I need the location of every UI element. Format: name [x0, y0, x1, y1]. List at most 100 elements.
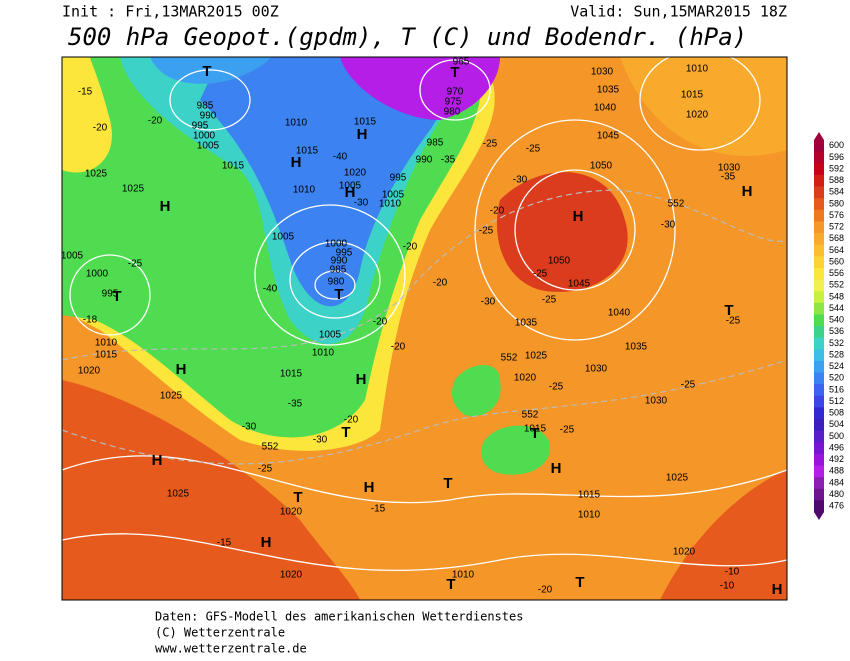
colorbar-label: 592 [829, 163, 844, 173]
colorbar-swatch [814, 291, 824, 304]
contour-label: -40 [333, 152, 348, 163]
contour-label: -15 [371, 504, 386, 515]
footer-url: www.wetterzentrale.de [155, 642, 307, 656]
contour-label: 1005 [61, 251, 84, 262]
contour-label: 975 [445, 97, 462, 108]
colorbar-label: 476 [829, 501, 844, 511]
pressure-center: H [345, 184, 356, 201]
colorbar-swatch [814, 244, 824, 257]
contour-label: 1010 [379, 199, 402, 210]
pressure-center: T [446, 576, 455, 593]
contour-label: 1025 [666, 473, 689, 484]
colorbar-label: 496 [829, 442, 844, 452]
colorbar-label: 512 [829, 396, 844, 406]
colorbar-swatch [814, 209, 824, 222]
footer-copyright: (C) Wetterzentrale [155, 626, 285, 640]
colorbar-swatch [814, 442, 824, 455]
colorbar-swatch [814, 163, 824, 176]
colorbar-label: 560 [829, 256, 844, 266]
contour-label: -20 [344, 415, 359, 426]
field [200, 57, 460, 307]
contour-label: -20 [490, 206, 505, 217]
colorbar-swatch [814, 372, 824, 385]
warm-field [62, 380, 360, 600]
contour-label: 1005 [272, 232, 295, 243]
colorbar-swatch [814, 221, 824, 234]
colorbar-label: 540 [829, 315, 844, 325]
colorbar-swatch [814, 174, 824, 187]
pressure-center: T [724, 302, 733, 319]
pressure-center: T [293, 489, 302, 506]
contour-label: 1020 [280, 570, 303, 581]
contour-label: 1025 [160, 391, 183, 402]
contour-label: 1005 [339, 181, 362, 192]
colorbar-label: 548 [829, 291, 844, 301]
contour-label: -25 [560, 425, 575, 436]
contour-label: -25 [479, 226, 494, 237]
contour-label: -30 [481, 297, 496, 308]
contour-label: 1010 [578, 510, 601, 521]
colorbar-label: 584 [829, 187, 844, 197]
contour-label: 1025 [167, 489, 190, 500]
colorbar-swatch [814, 198, 824, 211]
contour-label: 970 [447, 87, 464, 98]
pressure-center: H [176, 361, 187, 378]
contour-label: 1015 [280, 369, 303, 380]
contour-label: -20 [373, 317, 388, 328]
pressure-center: H [551, 460, 562, 477]
colorbar-label: 588 [829, 175, 844, 185]
contour-label: -30 [242, 422, 257, 433]
valid-time: Valid: Sun,15MAR2015 18Z [570, 3, 787, 21]
contour-label: -25 [526, 144, 541, 155]
pressure-center: T [443, 475, 452, 492]
pressure-center: H [160, 198, 171, 215]
contour-label: 1010 [312, 348, 335, 359]
colorbar-swatch [814, 360, 824, 373]
contour-label: 1040 [608, 308, 631, 319]
colorbar-swatch [814, 256, 824, 269]
pressure-center: H [742, 183, 753, 200]
contour-label: 990 [200, 111, 217, 122]
colorbar-label: 520 [829, 373, 844, 383]
contour-label: 1035 [597, 85, 620, 96]
contour-label: 1010 [452, 570, 475, 581]
contour-label: 1050 [548, 256, 571, 267]
contour-label: 1010 [95, 338, 118, 349]
colorbar-swatch [814, 233, 824, 246]
colorbar-swatch [814, 430, 824, 443]
colorbar-swatch [814, 267, 824, 280]
contour-label: 1020 [673, 547, 696, 558]
colorbar-label: 536 [829, 326, 844, 336]
contour-label: -25 [483, 139, 498, 150]
init-time: Init : Fri,13MAR2015 00Z [62, 3, 279, 21]
colorbar-swatch [814, 302, 824, 315]
contour-label: 1030 [585, 364, 608, 375]
colorbar-swatch [814, 488, 824, 501]
contour-label: -25 [549, 382, 564, 393]
contour-label: 1020 [514, 373, 537, 384]
colorbar-label: 488 [829, 466, 844, 476]
contour-label: 1015 [222, 161, 245, 172]
contour-label: 995 [102, 289, 119, 300]
pressure-center: H [772, 581, 783, 598]
field [481, 425, 551, 475]
contour-label: -18 [83, 315, 98, 326]
contour-label: 1025 [525, 351, 548, 362]
contour-label: -30 [313, 435, 328, 446]
contour-label: -35 [288, 399, 303, 410]
contour-label: -20 [148, 116, 163, 127]
contour-label: -25 [681, 380, 696, 391]
contour-label: 980 [444, 107, 461, 118]
contour-label: 552 [262, 442, 279, 453]
contour-label: -20 [433, 278, 448, 289]
colorbar-swatch [814, 140, 824, 153]
colorbar-label: 524 [829, 361, 844, 371]
contour-label: -25 [258, 464, 273, 475]
contour-label: 1015 [354, 117, 377, 128]
colorbar-label: 544 [829, 303, 844, 313]
contour-label: 995 [336, 248, 353, 259]
pressure-center: H [573, 208, 584, 225]
contour-label: 1015 [578, 490, 601, 501]
colorbar-swatch [814, 314, 824, 327]
contour-label: 1010 [686, 64, 709, 75]
